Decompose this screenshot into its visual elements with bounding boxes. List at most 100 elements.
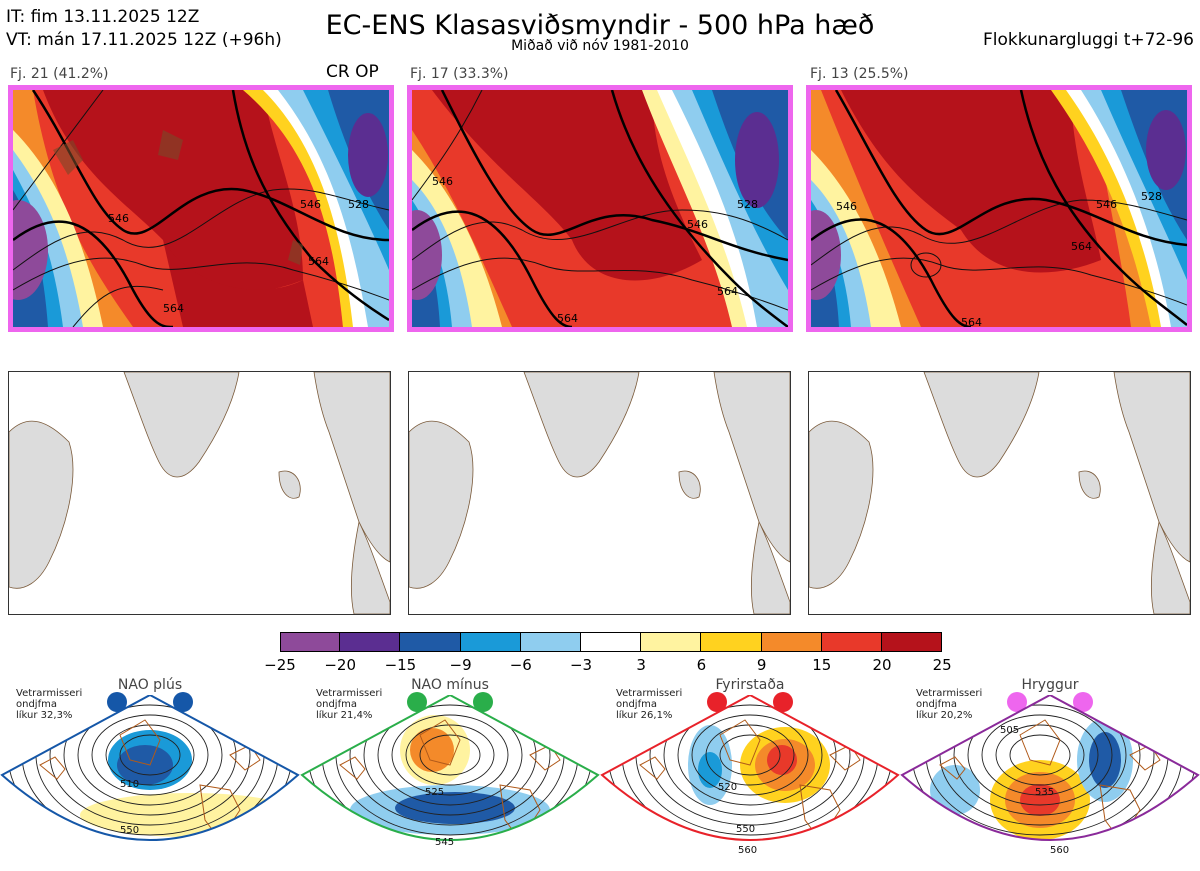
cluster-label: Fj. 21 (41.2%): [10, 66, 109, 82]
contour-label: 546: [1096, 198, 1117, 211]
height-contour: [363, 695, 537, 816]
regime-dot: [473, 692, 493, 712]
regime-map[interactable]: 525545565: [300, 695, 600, 870]
regime-note-line: ondjfma: [316, 699, 357, 710]
cluster-map-2[interactable]: 546 546 564 564 528: [407, 85, 793, 332]
height-contour: [105, 724, 195, 786]
colorbar-tick-label: −3: [569, 656, 593, 674]
contour-label: 550: [120, 825, 139, 836]
anomaly-patch: [767, 745, 797, 775]
cluster-map-1[interactable]: 546 546 564 564 528: [8, 85, 394, 332]
height-contour: [663, 695, 837, 816]
cluster-label: Fj. 17 (33.3%): [410, 66, 509, 82]
contour-label: 528: [737, 198, 758, 211]
page-title: EC-ENS Klasasviðsmyndir - 500 hPa hæð: [325, 10, 875, 41]
contour-label: 520: [718, 782, 737, 793]
regime-map[interactable]: 510 550: [0, 695, 300, 870]
contour-label: 505: [1000, 725, 1019, 736]
contour-label: 528: [1141, 190, 1162, 203]
contour-label: 564: [308, 255, 329, 268]
regime-note-line: líkur 26,1%: [616, 710, 673, 721]
regime-map[interactable]: 520 550 560: [600, 695, 900, 870]
colorbar-tick-label: 20: [872, 656, 892, 674]
regime-note-line: Vetrarmisseri: [316, 688, 383, 699]
regime-dot: [1007, 692, 1027, 712]
regime-note-line: ondjfma: [16, 699, 57, 710]
regime-note-line: líkur 20,2%: [916, 710, 973, 721]
regime-title: Fyrirstaða: [715, 677, 785, 693]
regime-map[interactable]: 505 535 560: [900, 695, 1200, 870]
basemap: [409, 372, 790, 614]
regime-note-line: ondjfma: [616, 699, 657, 710]
height-contour: [677, 704, 823, 806]
regime-probability-note: Vetrarmisseri ondjfma líkur 26,1%: [616, 688, 682, 721]
colorbar-tick-label: −15: [384, 656, 417, 674]
regime-border: [900, 695, 1200, 841]
regime-border: [300, 695, 600, 841]
colorbar-swatch: [641, 632, 702, 652]
issue-time: IT: fim 13.11.2025 12Z: [6, 7, 200, 27]
height-contour: [49, 695, 251, 826]
anomaly-map: 546 546 564 564 528: [811, 90, 1187, 327]
basemap: [809, 372, 1190, 614]
colorbar-swatch: [882, 632, 943, 652]
coastline: [339, 719, 561, 840]
colorbar-tick-label: −6: [509, 656, 532, 674]
anomaly-patch: [410, 728, 454, 772]
contour-label: 546: [108, 212, 129, 225]
regime-note-line: líkur 21,4%: [316, 710, 373, 721]
regime-dot: [107, 692, 127, 712]
cluster-label: Fj. 13 (25.5%): [810, 66, 909, 82]
height-contour: [1009, 734, 1071, 776]
regime-title: Hryggur: [1021, 677, 1079, 693]
contour-label: 546: [687, 218, 708, 231]
regime-note-line: Vetrarmisseri: [916, 688, 983, 699]
regime-dot: [173, 692, 193, 712]
colorbar-swatch: [581, 632, 642, 652]
colorbar-tick-label: −9: [449, 656, 472, 674]
height-contour: [953, 695, 1127, 816]
colorbar-swatch: [400, 632, 461, 652]
basemap-1[interactable]: [8, 371, 391, 615]
colorbar-swatch: [821, 632, 882, 652]
height-contour: [981, 714, 1099, 796]
page-subtitle: Miðað við nóv 1981-2010: [511, 38, 689, 54]
height-contour: [967, 704, 1113, 806]
colorbar-swatch: [280, 632, 341, 652]
height-contour: [405, 724, 495, 786]
height-contour: [119, 734, 181, 776]
colorbar-tick-label: 3: [636, 656, 646, 674]
colorbar-tick-label: −20: [324, 656, 357, 674]
anomaly-patch: [1020, 784, 1060, 816]
regime-note-line: ondjfma: [916, 699, 957, 710]
basemap-2[interactable]: [408, 371, 791, 615]
contour-label: 545: [435, 837, 454, 848]
cluster-map-3[interactable]: 546 546 564 564 528: [806, 85, 1192, 332]
contour-label: 550: [736, 824, 755, 835]
coastline: [39, 719, 261, 840]
height-contour: [705, 724, 795, 786]
anomaly-patch: [395, 792, 515, 824]
basemap-3[interactable]: [808, 371, 1191, 615]
classification-window: Flokkunargluggi t+72-96: [982, 30, 1194, 50]
regime-title: NAO plús: [117, 677, 183, 693]
regime-title: NAO mínus: [411, 677, 489, 693]
valid-time: VT: mán 17.11.2025 12Z (+96h): [6, 30, 282, 50]
contour-label: 546: [300, 198, 321, 211]
height-contour: [77, 704, 223, 806]
regime-note-line: líkur 32,3%: [16, 710, 73, 721]
regime-note-line: Vetrarmisseri: [16, 688, 83, 699]
height-contour: [691, 714, 809, 796]
contour-label: 528: [348, 198, 369, 211]
height-contour: [349, 695, 551, 826]
regime-probability-note: Vetrarmisseri ondjfma líkur 20,2%: [916, 688, 982, 721]
regime-border: [0, 695, 300, 841]
anomaly-map: 546 546 564 564 528: [13, 90, 389, 327]
contour-label: 564: [1071, 240, 1092, 253]
contour-label: 564: [557, 312, 578, 325]
colorbar-swatch: [761, 632, 822, 652]
regime-dot: [773, 692, 793, 712]
anomaly-patch: [117, 745, 173, 785]
height-contour: [719, 734, 781, 776]
basemap: [9, 372, 390, 614]
